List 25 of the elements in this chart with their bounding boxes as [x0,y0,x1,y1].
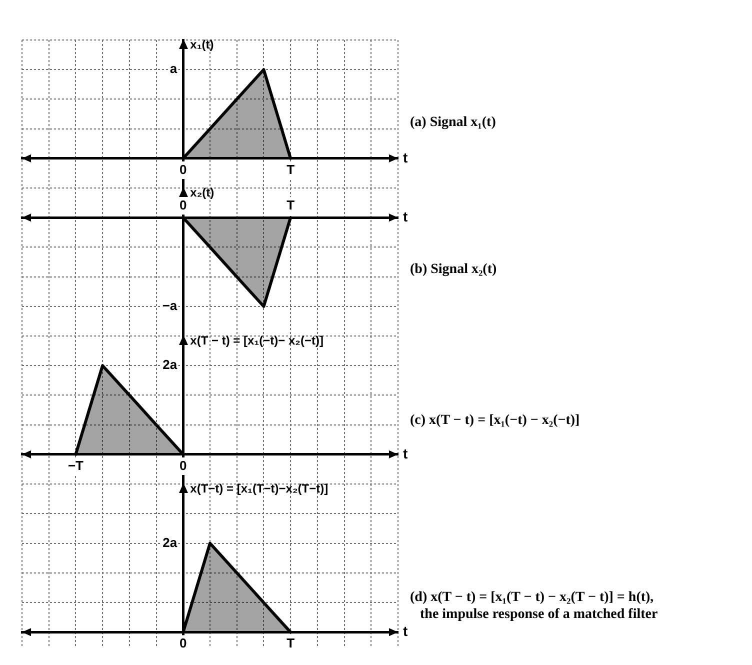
x-tick-label: −T [68,458,84,473]
x-tick-label: T [286,636,295,651]
annotation: 2a [162,357,178,372]
annotation: a [170,61,178,76]
annotation: −a [162,298,178,313]
text: (a) Signal x₁(t) [410,114,496,131]
x-axis-title: t [403,208,408,224]
x-axis-title: t [403,445,408,462]
annotation: 2a [162,534,178,550]
y-axis-title: x(T−t) = [x₁(T−t)−x₂(T−t)] [190,481,328,496]
x-axis-title: t [403,149,408,166]
x-tick-label: 0 [180,458,187,473]
x-tick-label: 0 [180,636,187,651]
x-tick-label: 0 [180,197,187,212]
y-axis-title: x₂(t) [190,185,214,200]
y-axis-title: x(T − t) = [x₁(−t)− x₂(−t)] [190,333,324,348]
x-tick-label: T [286,162,295,177]
y-axis-title: x₁(t) [190,37,214,52]
text: (d) x(T − t) = [x₁(T − t) − x₂(T − t)] = h(t), [410,588,655,606]
x-tick-label: T [286,197,295,212]
x-axis-title: t [403,623,408,640]
text: the impulse response of a matched filter [419,606,658,623]
text: (c) x(T − t) = [x₁(−t) − x₂(−t)] [410,412,580,429]
text: (b) Signal x₂(t) [410,261,497,278]
x-tick-label: 0 [180,162,187,177]
